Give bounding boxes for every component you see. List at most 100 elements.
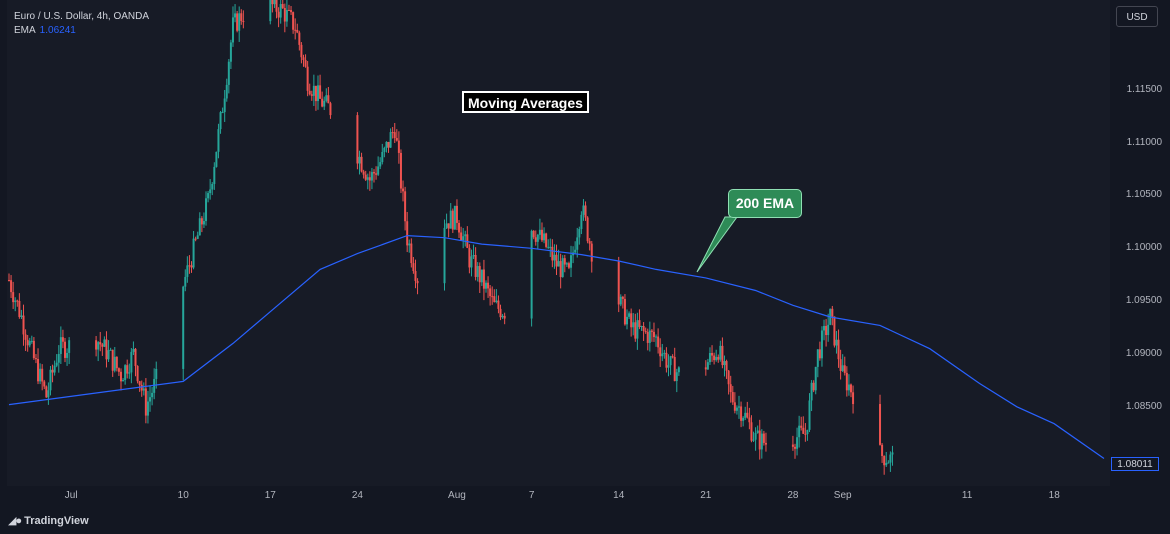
candle-down (406, 221, 409, 246)
candle-up (754, 432, 757, 440)
candle-up (449, 210, 452, 229)
candle-up (30, 340, 33, 342)
candle-up (576, 237, 579, 250)
candle-down (845, 372, 848, 391)
candle-up (810, 382, 813, 401)
candle-down (329, 103, 332, 116)
candle-down (319, 85, 322, 99)
candle-up (823, 325, 826, 331)
candle-down (412, 263, 415, 272)
candle-up (146, 401, 149, 416)
candle-down (793, 446, 796, 449)
candle-down (188, 265, 191, 267)
candle-up (49, 369, 52, 391)
candle-up (39, 368, 42, 382)
time-tick-label: 18 (1048, 490, 1060, 501)
candle-down (764, 442, 767, 445)
candle-up (744, 412, 747, 418)
candle-down (563, 258, 566, 265)
price-chart[interactable] (7, 0, 1110, 486)
candle-down (652, 331, 655, 338)
candle-up (462, 236, 465, 241)
candle-down (12, 292, 15, 303)
time-tick-label: 21 (700, 490, 712, 501)
candle-down (804, 433, 807, 435)
candle-up (495, 300, 498, 303)
candle-up (827, 324, 830, 336)
candle-up (234, 13, 237, 18)
candle-down (534, 237, 537, 242)
candle-up (557, 261, 560, 267)
candle-down (489, 288, 492, 297)
time-tick-label: Aug (448, 490, 466, 501)
candle-up (408, 243, 411, 246)
candle-up (574, 249, 577, 253)
candle-up (142, 388, 145, 391)
candle-down (391, 132, 394, 134)
candle-down (140, 384, 143, 391)
candle-up (476, 266, 479, 277)
candle-down (22, 315, 25, 335)
candle-up (661, 353, 664, 357)
candle-down (731, 392, 734, 403)
candle-down (373, 172, 375, 174)
candle-up (742, 417, 745, 421)
candle-up (358, 156, 361, 164)
candle-up (231, 17, 234, 43)
candle-up (885, 462, 888, 466)
candle-up (273, 0, 276, 5)
candle-down (673, 356, 676, 382)
candle-down (482, 269, 485, 289)
candle-down (275, 0, 278, 12)
candle-down (849, 384, 852, 393)
candle-up (238, 13, 241, 31)
candle-down (404, 191, 407, 222)
candle-down (532, 230, 535, 238)
candle-down (831, 308, 834, 317)
candle-up (796, 437, 799, 449)
candle-up (196, 235, 199, 239)
candle-up (582, 205, 585, 215)
candle-up (205, 198, 208, 222)
price-tick-label: 1.09000 (1125, 347, 1162, 359)
candle-up (561, 258, 564, 278)
candle-up (323, 100, 326, 107)
candle-down (43, 381, 46, 387)
candle-up (155, 368, 158, 379)
candle-up (383, 147, 386, 152)
legend-symbol: Euro / U.S. Dollar, 4h, OANDA (14, 11, 150, 22)
candle-up (153, 378, 156, 393)
candle-up (480, 269, 483, 283)
candle-down (458, 222, 461, 233)
candle-up (752, 439, 755, 441)
candles-layer (8, 0, 894, 475)
price-tick-label: 1.09500 (1125, 295, 1162, 307)
candle-down (16, 300, 19, 302)
legend-indicator-value: 1.06241 (39, 25, 76, 36)
candle-up (619, 296, 622, 305)
candle-down (455, 205, 458, 223)
candle-up (820, 330, 823, 359)
candle-up (756, 430, 759, 433)
candle-up (97, 342, 100, 350)
time-tick-label: 24 (351, 490, 363, 501)
time-tick-label: 11 (961, 490, 973, 501)
tradingview-brand[interactable]: ◢● TradingView (8, 514, 89, 528)
candle-up (285, 9, 288, 22)
candle-up (814, 366, 817, 391)
currency-selector[interactable]: USD (1116, 6, 1158, 27)
candle-down (32, 340, 35, 359)
candle-up (132, 348, 135, 352)
candle-down (292, 12, 295, 30)
candle-up (229, 42, 232, 62)
candle-up (124, 365, 127, 380)
candle-down (762, 433, 765, 443)
candle-down (356, 115, 359, 164)
candle-down (746, 412, 749, 418)
tradingview-logo-icon: ◢● (8, 515, 22, 527)
candle-up (578, 229, 581, 238)
chart-panel[interactable] (7, 0, 1110, 486)
candle-up (279, 4, 282, 18)
candle-down (399, 152, 402, 189)
candle-down (638, 320, 641, 327)
